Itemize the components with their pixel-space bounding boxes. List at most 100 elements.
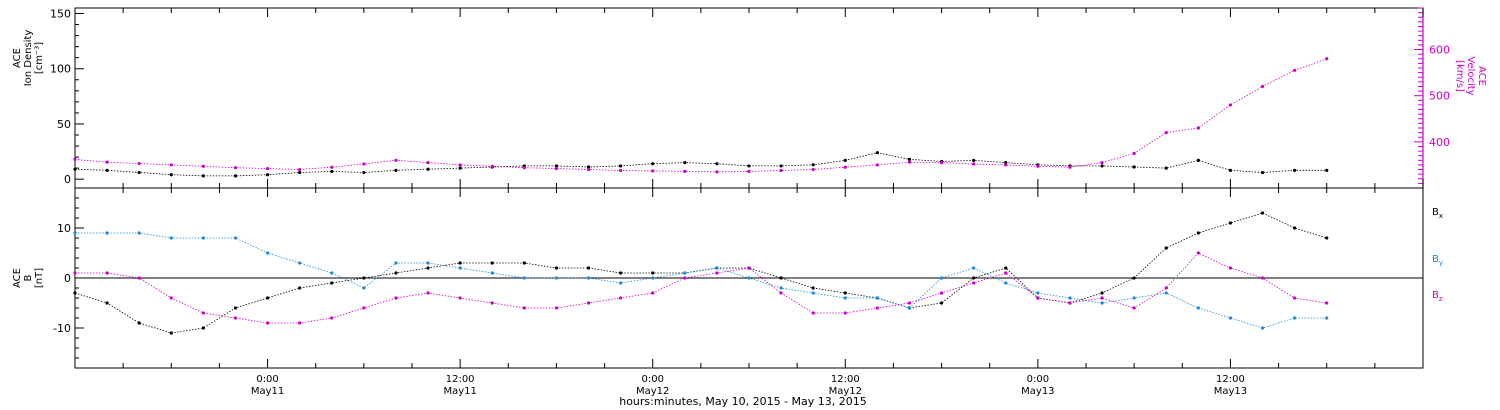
by-point [779,286,783,290]
ion-density-point [779,164,783,168]
ion-density-point [1325,168,1329,172]
bz-point [233,316,238,320]
velocity-point [201,164,205,168]
velocity-point [554,167,559,171]
bz-point [137,276,141,280]
by-trace [75,232,1327,329]
velocity-point [1196,126,1200,130]
bx-point [490,261,494,265]
bx-trace [74,212,1327,334]
top-left-axis-label-line: ACE [12,48,23,68]
velocity-series [73,57,1329,174]
bz-point [715,271,719,275]
bz-trace [75,252,1327,324]
ion-density-point [1196,158,1200,162]
legend-item-base: B [1432,254,1439,265]
bz-point [522,306,526,310]
by-point [1293,316,1297,320]
bx-point [843,291,847,295]
velocity-point [458,163,462,167]
x-tick-label-date: May11 [443,386,476,397]
bottom-left-axis-label-line: ACE [12,268,23,288]
ion-density-point [105,168,109,172]
by-point [619,281,623,285]
legend-item-subscript: y [1439,259,1443,267]
by-point [586,276,591,280]
velocity-point [1325,57,1329,61]
velocity-point [907,160,912,164]
top-left-axis-label-line: [cm⁻³] [34,42,45,74]
top-right-axis-label-line: ACE [1476,66,1487,86]
bottom-left-tick-label: 10 [57,222,71,235]
by-point [1068,296,1072,300]
x-tick-label-time: 0:00 [256,374,278,385]
x-tick-label-date: May12 [636,386,669,397]
bx-point [458,261,462,265]
ion-density-point [554,164,559,168]
top-right-axis-label-line: Velocity [1465,56,1476,95]
x-tick-label-date: May11 [251,386,284,397]
bz-point [554,306,559,310]
velocity-point [233,166,238,170]
bx-point [298,286,302,290]
legend-item-subscript: z [1439,295,1443,303]
ion-density-point [298,170,302,175]
velocity-point [298,167,302,172]
velocity-point [747,169,751,173]
x-tick-label-date: May13 [1021,386,1054,397]
bx-series [73,211,1329,335]
top-right-tick-label: 500 [1429,90,1450,103]
by-point [1036,291,1040,295]
ion-density-point [330,169,334,174]
velocity-point [683,169,687,173]
bottom-left-axis-label: ACEB[nT] [12,268,45,288]
bz-point [1100,296,1104,300]
velocity-point [875,163,879,167]
top-left-tick-label: 50 [57,118,71,131]
velocity-point [651,169,655,173]
by-point [1100,301,1104,305]
legend-item-bz: Bz [1432,290,1443,303]
ion-density-series [73,151,1329,178]
by-point [1325,316,1329,320]
top-right-axis-label-line: [km/s] [1454,60,1465,92]
ion-density-point [426,167,430,171]
bottom-left-axis-label-line: B [23,274,34,281]
velocity-point [73,157,77,161]
bz-point [201,311,205,315]
bx-point [586,266,591,270]
velocity-point [105,160,109,164]
top-right-tick-label: 400 [1429,136,1450,149]
bx-point [779,276,783,280]
velocity-point [330,165,334,169]
x-tick-label-time: 12:00 [1216,374,1245,385]
x-tick-label-time: 0:00 [1027,374,1049,385]
bz-series [73,251,1329,325]
ion-density-point [201,174,205,178]
ion-density-point [1228,168,1233,172]
legend-item-base: B [1432,207,1439,218]
top-right-axis-label: ACEVelocity[km/s] [1454,56,1487,95]
x-tick-label-time: 12:00 [446,374,475,385]
legend-item-by: By [1432,254,1443,267]
legend-item-bx: Bx [1432,207,1443,220]
bz-point [105,271,109,275]
bottom-left-tick-label: 0 [64,272,71,285]
x-axis-title: hours:minutes, May 10, 2015 - May 13, 20… [619,395,867,408]
bx-point [619,271,623,275]
top-left-axis-label: ACEIon Density[cm⁻³] [12,30,45,87]
by-point [298,261,302,265]
velocity-point [1004,163,1008,167]
by-point [875,296,879,300]
by-point [458,266,462,270]
top-left-axis-label-line: Ion Density [23,30,34,87]
bottom-left-tick-label: -10 [53,322,71,335]
bx-point [330,281,334,285]
top-left-tick-label: 150 [50,8,71,21]
by-point [330,271,334,275]
top-left-tick-label: 0 [64,173,71,186]
